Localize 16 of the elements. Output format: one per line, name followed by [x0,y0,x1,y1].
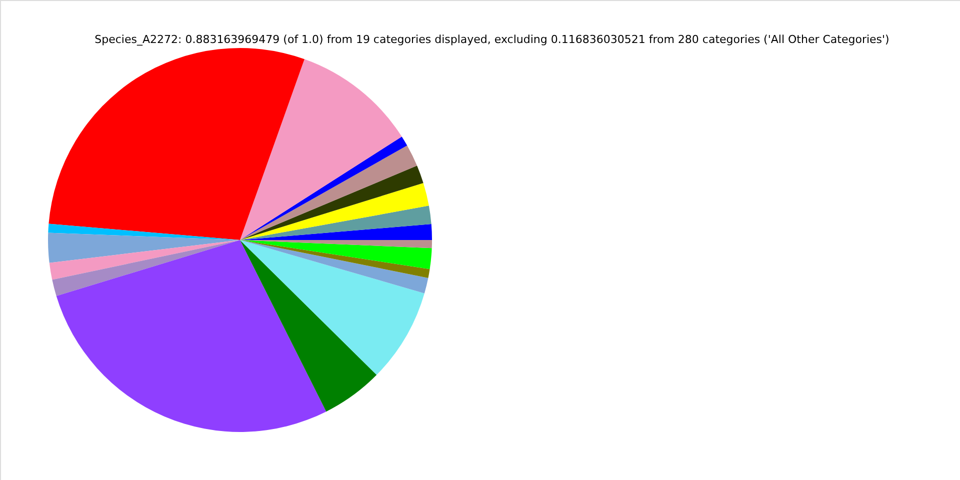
pie-slice [48,48,304,240]
pie-slice [240,59,402,240]
pie-slice [49,240,240,280]
pie-slice [56,240,326,432]
pie-slice [48,232,240,263]
pie-slice [240,240,430,278]
pie-slice [240,240,432,270]
pie-slice [240,240,428,294]
pie-slice [52,240,240,296]
pie-slice [240,240,424,375]
pie-slice [48,224,240,240]
pie-slice [240,166,424,240]
pie-slice [240,240,377,412]
text: Species_A2272: 0.883163969479 (of 1.0) from 19 categories displayed, excluding 0.116836030521 from 280 categories ('All Other Categories') [94,33,890,46]
pie-slice [240,206,432,240]
pie-slice [240,182,429,240]
